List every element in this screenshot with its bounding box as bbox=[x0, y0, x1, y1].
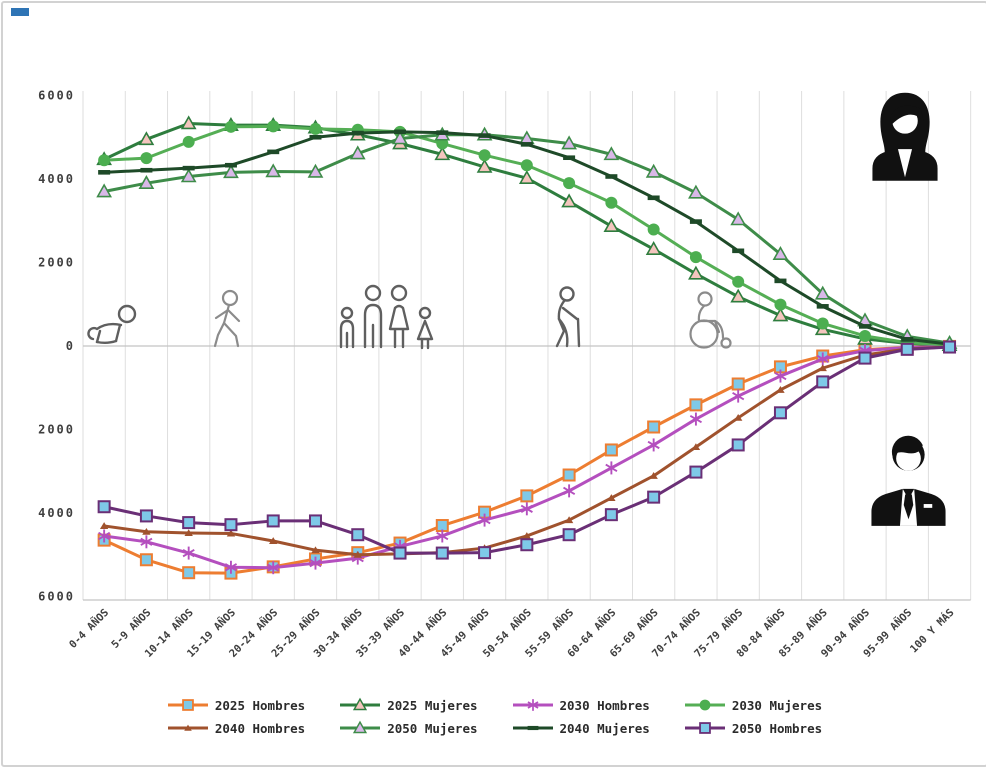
legend-swatch bbox=[167, 699, 208, 711]
x-category-label: 5-9 AÑOS bbox=[109, 606, 154, 651]
series-2030-mujeres bbox=[98, 120, 956, 351]
legend-row: 2040 Hombres 2050 Mujeres 2040 Mujeres 2050… bbox=[167, 720, 822, 736]
crawling-baby-icon bbox=[87, 304, 137, 344]
y-tick-label: 6000 bbox=[38, 590, 75, 604]
legend-swatch bbox=[684, 699, 725, 711]
legend-swatch bbox=[340, 720, 381, 734]
businessman-icon bbox=[871, 435, 946, 526]
legend-swatch bbox=[167, 724, 208, 731]
legend-label: 2030 Hombres bbox=[559, 697, 650, 713]
legend-label: 2050 Hombres bbox=[731, 720, 823, 736]
legend-item-2040-hombres: 2040 Hombres bbox=[167, 720, 305, 736]
legend-item-2030-hombres: 2030 Hombres bbox=[512, 697, 650, 713]
legend-item-2050-hombres: 2050 Hombres bbox=[684, 720, 822, 736]
family-icon bbox=[339, 284, 434, 350]
y-tick-label: 2000 bbox=[38, 423, 75, 437]
wheelchair-icon bbox=[689, 291, 732, 349]
legend-swatch bbox=[512, 699, 553, 711]
y-axis-tick-labels: 6000 4000 2000 0 2000 4000 6000 bbox=[38, 89, 75, 604]
y-tick-label: 4000 bbox=[38, 506, 75, 520]
walking-child-icon bbox=[213, 289, 241, 348]
legend-swatch bbox=[340, 697, 381, 711]
legend-label: 2040 Mujeres bbox=[559, 720, 650, 736]
legend-item-2050-mujeres: 2050 Mujeres bbox=[339, 720, 478, 736]
legend-row: 2025 Hombres 2025 Mujeres 2030 Hombres 2030… bbox=[167, 697, 822, 713]
series-2050-hombres bbox=[97, 340, 957, 560]
x-category-label: 0-4 AÑOS bbox=[66, 606, 111, 651]
y-tick-label: 0 bbox=[66, 339, 75, 353]
y-tick-label: 6000 bbox=[38, 89, 75, 103]
elderly-cane-icon bbox=[555, 286, 581, 348]
legend-swatch bbox=[684, 722, 725, 734]
legend-swatch bbox=[512, 725, 553, 731]
legend-item-2025-mujeres: 2025 Mujeres bbox=[339, 697, 478, 713]
legend-label: 2025 Mujeres bbox=[387, 697, 478, 713]
legend-label: 2050 Mujeres bbox=[387, 720, 478, 736]
legend-item-2030-mujeres: 2030 Mujeres bbox=[684, 697, 822, 713]
axes bbox=[83, 345, 971, 601]
legend-item-2025-hombres: 2025 Hombres bbox=[167, 697, 305, 713]
y-tick-label: 2000 bbox=[38, 256, 75, 270]
accent-mark bbox=[11, 8, 29, 16]
legend-label: 2025 Hombres bbox=[214, 697, 306, 713]
y-tick-label: 4000 bbox=[38, 172, 75, 186]
x-category-label: 100 Y MÁS bbox=[907, 606, 956, 655]
legend-label: 2030 Mujeres bbox=[731, 697, 823, 713]
legend-item-2040-mujeres: 2040 Mujeres bbox=[512, 720, 650, 736]
data-series bbox=[96, 115, 958, 580]
businesswoman-icon bbox=[872, 92, 938, 181]
chart-legend: 2025 Hombres 2025 Mujeres 2030 Hombres 2030… bbox=[3, 697, 986, 736]
legend-label: 2040 Hombres bbox=[214, 720, 306, 736]
